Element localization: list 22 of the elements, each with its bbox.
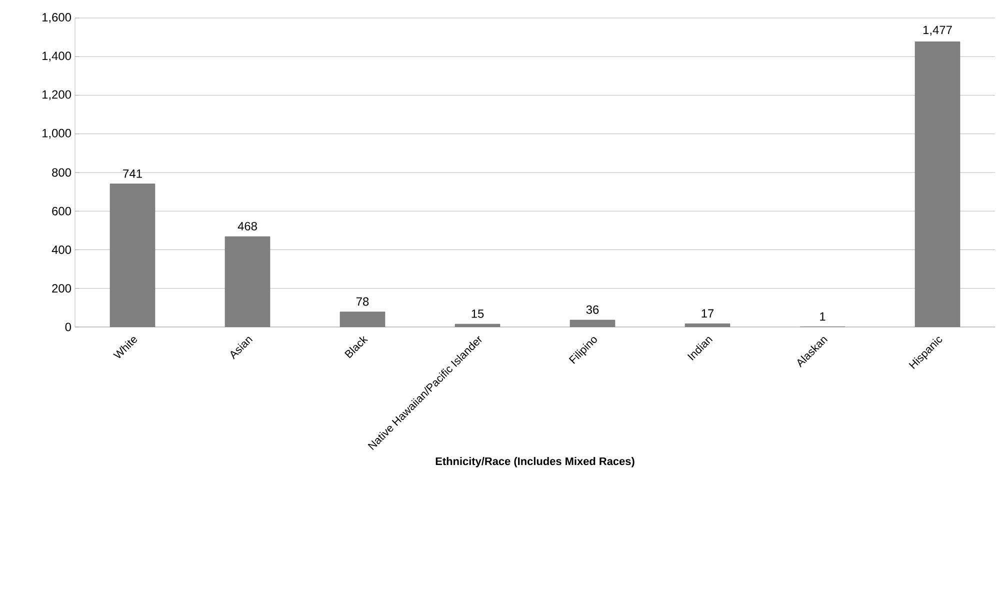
bar [224,236,270,327]
y-tick-label: 1,400 [42,52,72,62]
data-label: 15 [472,310,484,318]
bar [110,184,156,327]
y-tick-label: 1,200 [42,90,72,100]
bar [340,312,386,327]
data-label: 1,477 [923,26,952,36]
data-label: 468 [238,222,257,230]
y-tick-label: 1,600 [42,13,72,23]
data-label: 1 [820,312,826,321]
y-tick-label: 800 [52,168,72,177]
y-tick-label: 600 [52,206,72,216]
y-tick-label: 0 [65,322,72,332]
x-axis-title: Ethnicity/Race (Includes Mixed Races) [436,457,634,468]
bar [914,42,960,327]
data-label: 36 [586,305,599,314]
data-label: 78 [356,297,369,306]
y-tick-label: 200 [52,284,72,293]
data-label: 17 [702,309,714,318]
y-tick-label: 400 [52,246,72,254]
data-label: 741 [123,169,142,178]
y-tick-label: 1,000 [42,128,72,139]
